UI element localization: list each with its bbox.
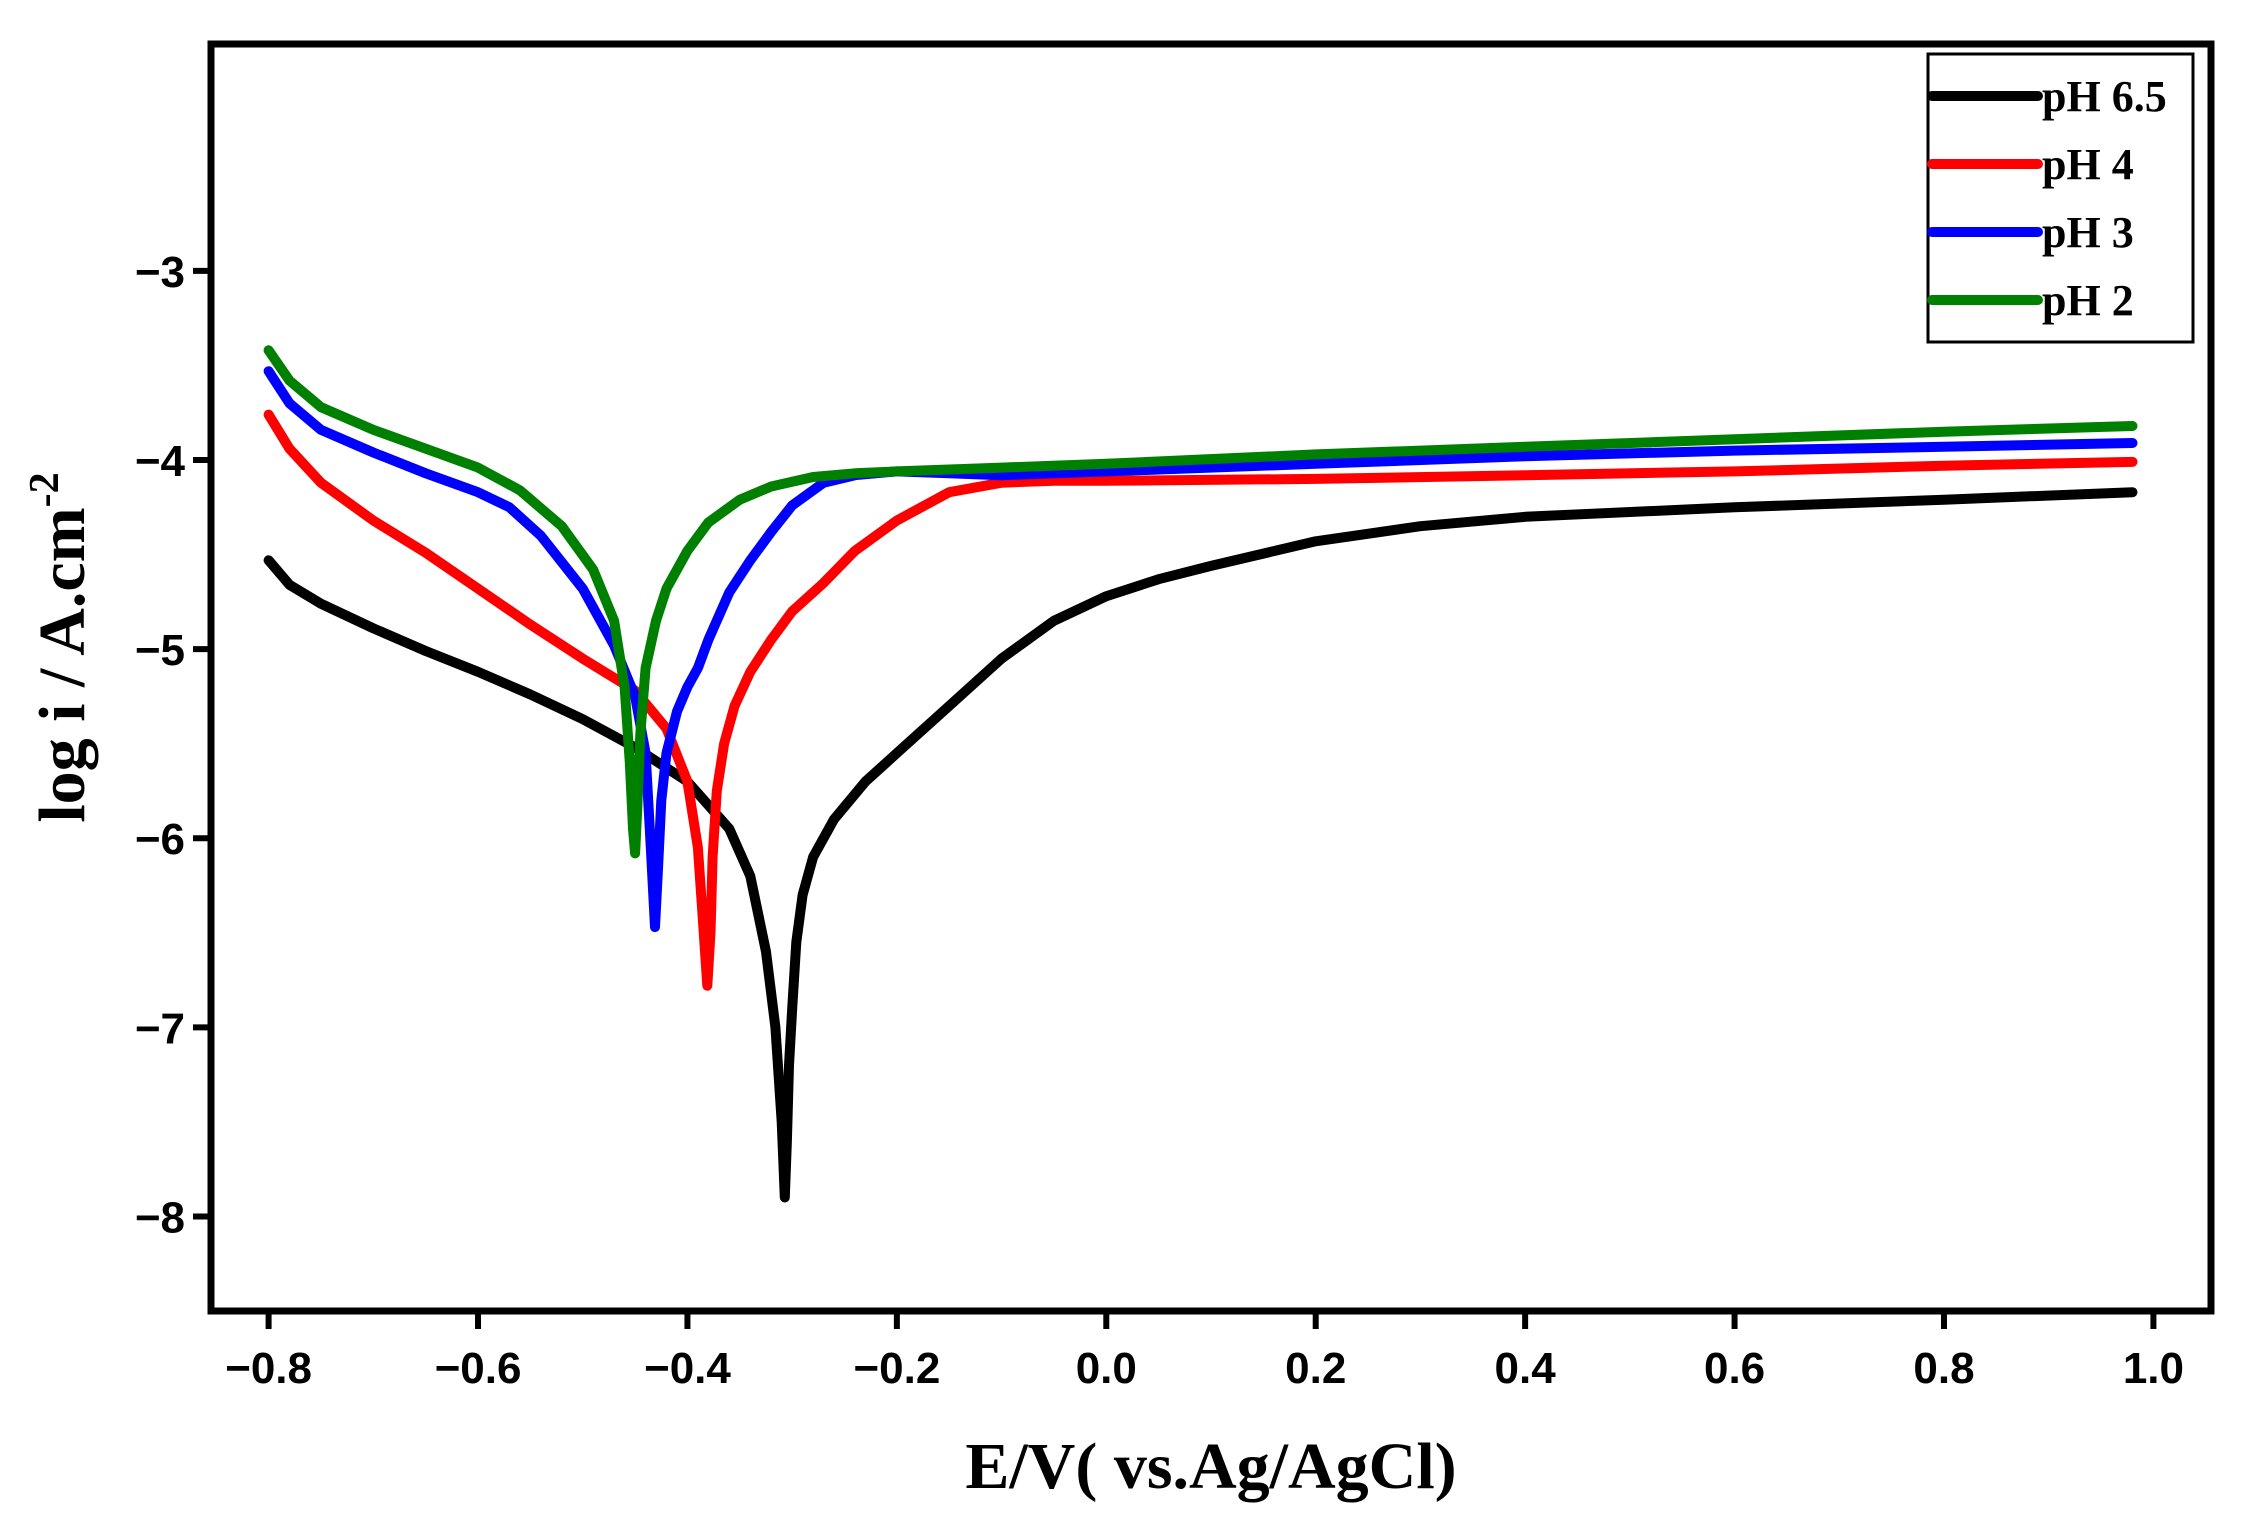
- legend-label-3: pH 3: [2042, 208, 2134, 257]
- x-tick-label: 0.0: [1076, 1344, 1137, 1393]
- x-tick-label: 0.4: [1495, 1344, 1557, 1393]
- series-line-4: [263, 345, 2138, 859]
- x-tick-label: 0.2: [1285, 1344, 1346, 1393]
- x-tick-label: −0.6: [435, 1344, 522, 1393]
- tick-layer: −0.8 −0.6 −0.4 −0.2 0.0 0.2 0.4 0.6 0.8 1.0 −8 −7 −6…: [135, 248, 2184, 1393]
- series-line-2: [263, 409, 2138, 991]
- legend-label-2: pH 4: [2042, 140, 2134, 189]
- y-tick-label: −7: [135, 1004, 185, 1053]
- y-tick-label: −8: [135, 1193, 185, 1242]
- legend: pH 6.5 pH 4 pH 3 pH 2: [1926, 52, 2195, 344]
- y-axis-title: log i / A.cm-2: [22, 472, 99, 822]
- y-tick-label: −4: [135, 437, 186, 486]
- legend-box: [1926, 52, 2195, 344]
- series-layer: [263, 345, 2138, 1203]
- plot-frame: [207, 40, 2215, 1315]
- x-tick-label: −0.8: [225, 1344, 312, 1393]
- y-axis-title-superscript: -2: [22, 472, 68, 507]
- series-line-1: [263, 487, 2138, 1203]
- x-tick-label: 1.0: [2123, 1344, 2184, 1393]
- x-tick-label: 0.6: [1704, 1344, 1765, 1393]
- y-tick-label: −3: [135, 248, 185, 297]
- legend-label-4: pH 2: [2042, 276, 2134, 325]
- series-line-3: [263, 366, 2138, 933]
- y-tick-label: −5: [135, 626, 185, 675]
- x-axis-title: E/V( vs.Ag/AgCl): [965, 1430, 1456, 1503]
- x-tick-label: 0.8: [1913, 1344, 1974, 1393]
- y-tick-label: −6: [135, 815, 185, 864]
- legend-label-1: pH 6.5: [2042, 72, 2167, 121]
- x-tick-label: −0.4: [644, 1344, 731, 1393]
- y-axis-title-main: log i / A.cm: [26, 507, 99, 822]
- x-tick-label: −0.2: [853, 1344, 940, 1393]
